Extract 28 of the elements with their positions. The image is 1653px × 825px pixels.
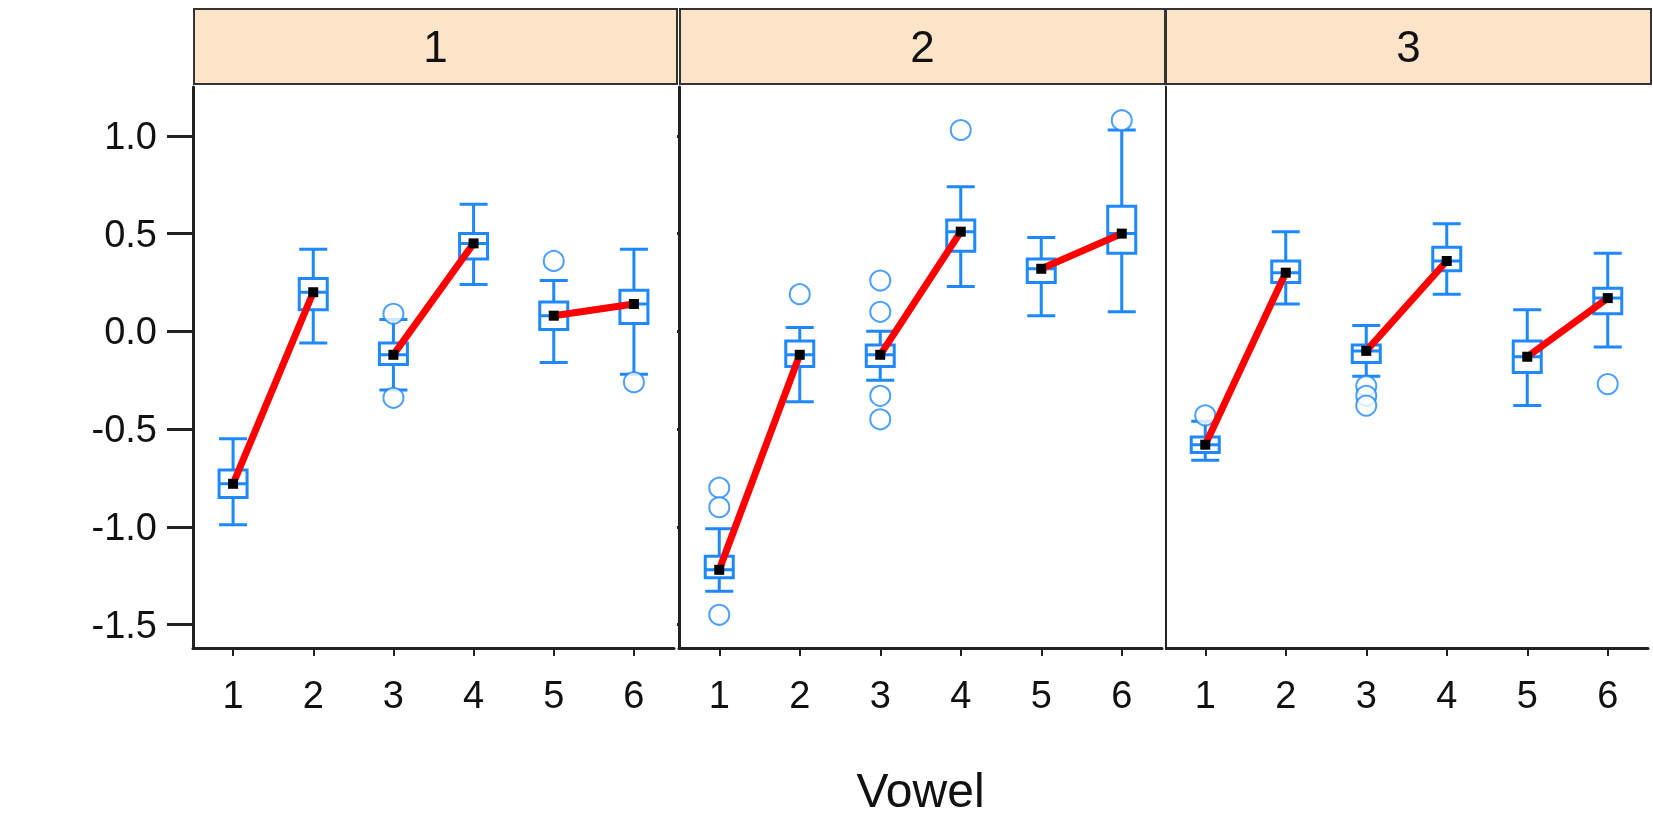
- y-tick-label: 0.5: [104, 212, 157, 255]
- y-tick-label: 1.0: [104, 114, 157, 157]
- x-tick-label: 4: [1436, 674, 1458, 716]
- x-tick-label: 3: [1355, 674, 1377, 716]
- x-tick-label: 6: [1111, 674, 1133, 716]
- x-tick-label: 2: [789, 674, 811, 716]
- x-tick-label: 4: [950, 674, 972, 716]
- x-tick-label: 5: [543, 674, 565, 716]
- x-tick-label: 1: [708, 674, 730, 716]
- y-tick-label: -1.5: [91, 603, 157, 646]
- x-tick-label: 3: [382, 674, 404, 716]
- x-tick-label: 3: [869, 674, 891, 716]
- x-tick-label: 4: [463, 674, 485, 716]
- x-axis-title: Vowel: [856, 763, 985, 817]
- x-tick-label: 6: [1597, 674, 1619, 716]
- chart-title: 1: [193, 8, 678, 85]
- x-tick-label: 5: [1516, 674, 1538, 716]
- chart-title: 3: [1165, 8, 1652, 85]
- x-tick-label: 2: [302, 674, 324, 716]
- x-tick-label: 5: [1030, 674, 1052, 716]
- x-tick-label: 2: [1275, 674, 1297, 716]
- y-tick-label: 0.0: [104, 310, 157, 353]
- y-tick-label: -1.0: [91, 505, 157, 548]
- x-tick-label: 1: [1194, 674, 1216, 716]
- x-tick-label: 1: [222, 674, 244, 716]
- y-tick-label: -0.5: [91, 408, 157, 451]
- x-tick-label: 6: [623, 674, 645, 716]
- chart-title: 2: [679, 8, 1166, 85]
